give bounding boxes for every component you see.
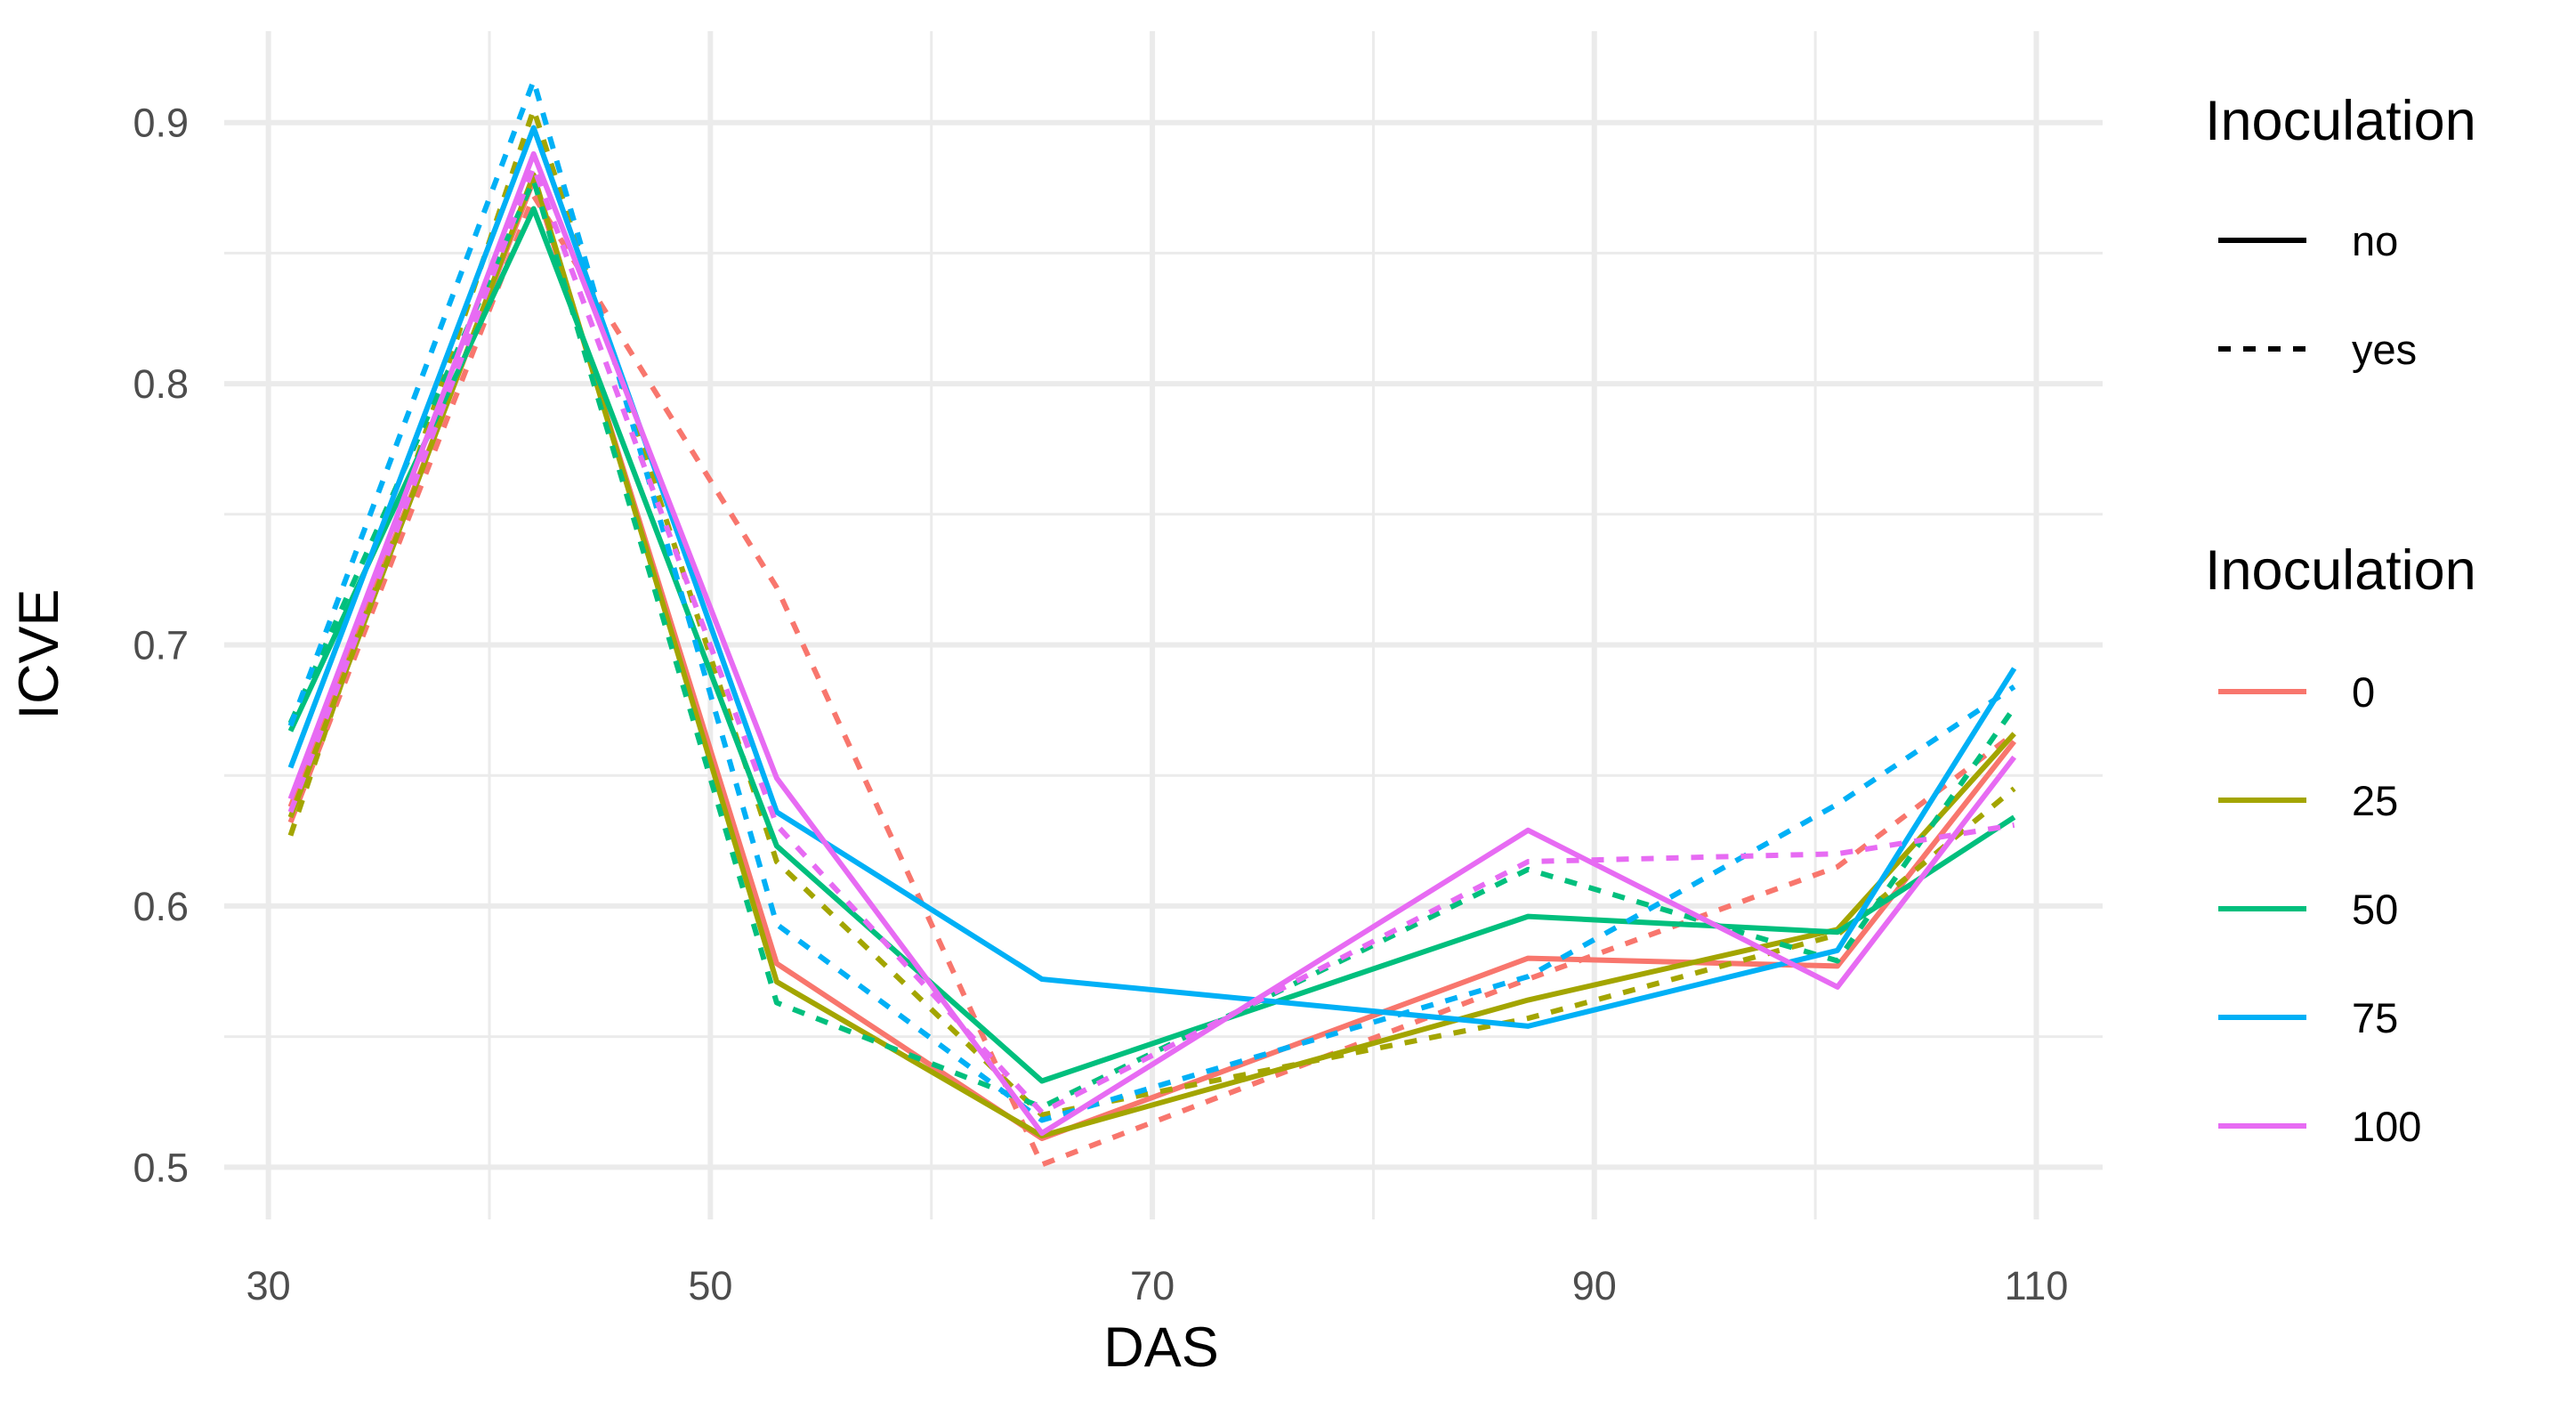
y-axis-tick-labels: 0.5 0.6 0.7 0.8 0.9 <box>133 101 189 1191</box>
x-tick-label: 70 <box>1130 1263 1175 1308</box>
legend-label-100: 100 <box>2352 1103 2421 1150</box>
major-gridlines <box>224 31 2103 1219</box>
series-line-dose-25-yes <box>287 107 2016 1118</box>
series-line-dose-50-no <box>287 206 2016 1084</box>
y-tick-label: 0.5 <box>133 1145 189 1190</box>
y-axis-title: ICVE <box>8 588 70 719</box>
series-line-dose-0-yes <box>287 192 2016 1168</box>
series-line-dose-50-yes <box>287 177 2017 1110</box>
y-tick-label: 0.9 <box>133 101 189 146</box>
legend-label-no: no <box>2352 217 2398 264</box>
legend-label-0: 0 <box>2352 668 2375 716</box>
series-line-dose-75-no <box>287 125 2017 1029</box>
x-tick-label: 50 <box>688 1263 732 1308</box>
x-tick-label: 110 <box>2005 1263 2069 1308</box>
legend-label-50: 50 <box>2352 886 2398 933</box>
x-axis-title: DAS <box>1103 1316 1219 1379</box>
legend-title: Inoculation <box>2205 539 2476 602</box>
legend-title: Inoculation <box>2205 90 2476 152</box>
legend-inoculation-color: Inoculation 0 25 50 75 100 <box>2205 539 2476 1150</box>
legend-label-25: 25 <box>2352 777 2398 824</box>
legend-label-yes: yes <box>2352 326 2417 373</box>
x-tick-label: 90 <box>1572 1263 1617 1308</box>
legend-inoculation-linetype: Inoculation no yes <box>2205 90 2476 373</box>
y-tick-label: 0.8 <box>133 361 189 407</box>
x-axis-tick-labels: 30 50 70 90 110 <box>246 1263 2069 1308</box>
series-lines <box>287 77 2017 1168</box>
series-line-dose-75-yes <box>287 77 2016 1123</box>
minor-gridlines <box>224 31 2103 1219</box>
y-tick-label: 0.6 <box>133 884 189 929</box>
y-tick-label: 0.7 <box>133 623 189 668</box>
legend-label-75: 75 <box>2352 994 2398 1041</box>
x-tick-label: 30 <box>246 1263 291 1308</box>
series-line-dose-100-no <box>287 150 2017 1137</box>
